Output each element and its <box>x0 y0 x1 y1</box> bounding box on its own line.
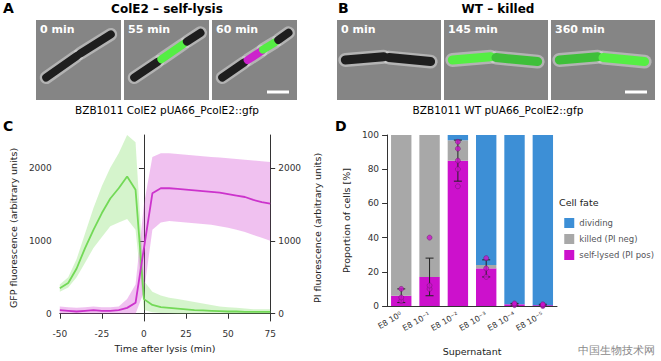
svg-text:60: 60 <box>368 198 380 208</box>
svg-text:E8 10⁻⁵: E8 10⁻⁵ <box>514 310 545 333</box>
svg-text:0 min: 0 min <box>341 23 376 36</box>
html-text:中国生物技术网: 中国生物技术网 <box>578 344 655 357</box>
svg-text:145 min: 145 min <box>448 23 498 36</box>
svg-text:40: 40 <box>368 233 380 243</box>
html-text:C: C <box>3 118 14 134</box>
svg-text:25: 25 <box>180 329 191 339</box>
svg-text:0: 0 <box>141 329 147 339</box>
svg-text:Cell fate: Cell fate <box>559 197 599 208</box>
svg-text:75: 75 <box>264 329 275 339</box>
html-text:D: D <box>335 118 347 134</box>
svg-text:Time after lysis (min): Time after lysis (min) <box>114 343 216 354</box>
svg-text:GFP fluorescence (arbitrary un: GFP fluorescence (arbitrary units) <box>8 148 19 308</box>
svg-text:0: 0 <box>373 301 379 311</box>
svg-text:BZB1011 ColE2 pUA66_PcolE2::gf: BZB1011 ColE2 pUA66_PcolE2::gfp <box>75 104 259 117</box>
svg-text:E8 10⁰: E8 10⁰ <box>376 310 403 331</box>
svg-text:2000: 2000 <box>278 163 301 173</box>
svg-text:-25: -25 <box>95 329 110 339</box>
svg-text:E8 10⁻¹: E8 10⁻¹ <box>401 310 432 333</box>
svg-text:60 min: 60 min <box>216 23 258 36</box>
svg-text:50: 50 <box>222 329 234 339</box>
svg-text:dividing: dividing <box>579 218 613 228</box>
svg-text:ColE2 – self-lysis: ColE2 – self-lysis <box>111 2 223 16</box>
svg-text:B: B <box>338 0 349 16</box>
svg-text:0: 0 <box>278 309 284 319</box>
svg-text:0 min: 0 min <box>40 23 75 36</box>
svg-text:-50: -50 <box>52 329 67 339</box>
svg-text:1000: 1000 <box>278 236 301 246</box>
svg-text:PI fluorescence (arbitrary uni: PI fluorescence (arbitrary units) <box>312 153 323 303</box>
svg-text:killed (PI neg): killed (PI neg) <box>579 234 637 244</box>
svg-text:0: 0 <box>46 309 52 319</box>
svg-text:BZB1011 WT pUA66_PcolE2::gfp: BZB1011 WT pUA66_PcolE2::gfp <box>413 104 584 117</box>
svg-text:WT – killed: WT – killed <box>462 2 535 16</box>
svg-text:1000: 1000 <box>29 236 52 246</box>
svg-text:20: 20 <box>368 267 380 277</box>
svg-text:100: 100 <box>362 130 379 140</box>
svg-text:Supernatant: Supernatant <box>443 346 502 357</box>
svg-text:Proportion of cells [%]: Proportion of cells [%] <box>341 168 352 273</box>
svg-text:360 min: 360 min <box>555 23 605 36</box>
svg-text:2000: 2000 <box>29 163 52 173</box>
svg-text:A: A <box>3 0 14 16</box>
svg-text:self-lysed (PI pos): self-lysed (PI pos) <box>579 250 654 260</box>
svg-text:E8 10⁻²: E8 10⁻² <box>429 310 460 333</box>
svg-text:80: 80 <box>368 164 380 174</box>
svg-text:E8 10⁻³: E8 10⁻³ <box>458 310 489 333</box>
svg-text:E8 10⁻⁴: E8 10⁻⁴ <box>486 310 517 333</box>
svg-text:55 min: 55 min <box>128 23 170 36</box>
